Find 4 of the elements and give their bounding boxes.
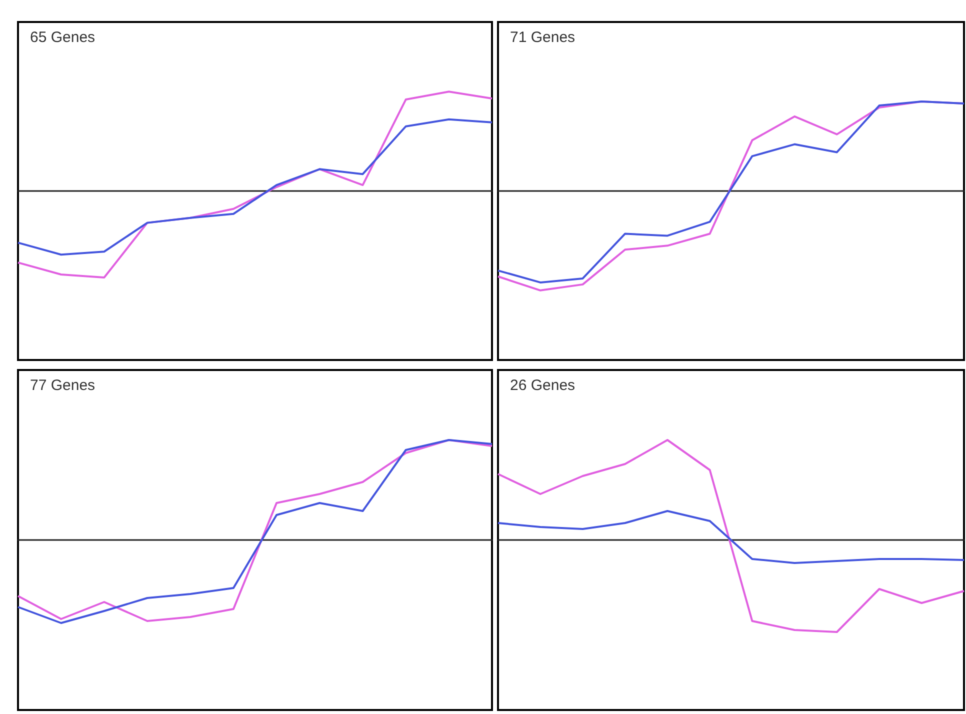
text: 71 Genes bbox=[510, 29, 576, 46]
text: 26 Genes bbox=[510, 377, 576, 394]
text: 77 Genes bbox=[30, 377, 96, 394]
text: 65 Genes bbox=[30, 29, 96, 46]
